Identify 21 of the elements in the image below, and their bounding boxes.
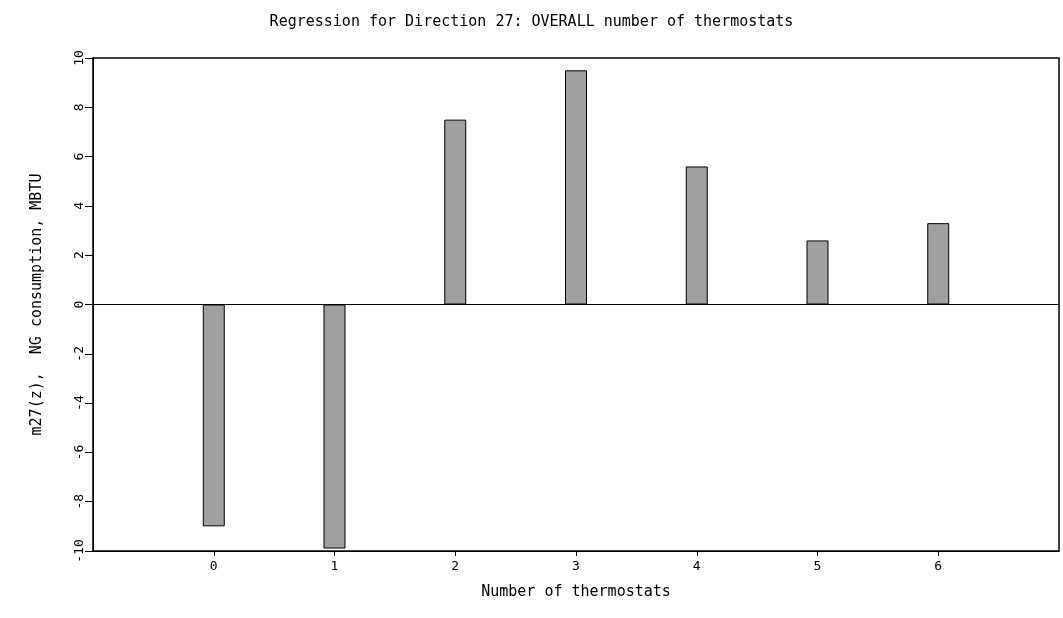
x-axis-title: Number of thermostats xyxy=(481,581,671,600)
x-tick-label: 3 xyxy=(572,558,580,573)
y-tick-label: 4 xyxy=(71,201,86,210)
x-tick-label: 0 xyxy=(209,558,218,573)
y-tick-label: -2 xyxy=(71,345,86,362)
y-tick-label: 8 xyxy=(71,103,86,112)
y-tick-label: -10 xyxy=(71,539,86,563)
chart-title: Regression for Direction 27: OVERALL number of thermostats xyxy=(269,11,794,30)
x-tick-label: 1 xyxy=(330,558,339,573)
y-tick-label: 10 xyxy=(71,50,86,66)
x-tick-label: 6 xyxy=(934,558,943,573)
y-tick-label: -6 xyxy=(71,444,86,461)
y-tick-label: 2 xyxy=(71,251,86,260)
y-tick-label: -8 xyxy=(71,493,86,510)
x-tick-label: 4 xyxy=(692,558,701,573)
x-tick-label: 5 xyxy=(813,558,822,573)
x-tick-label: 2 xyxy=(451,558,460,573)
y-axis-title: m27(z), NG consumption, MBTU xyxy=(26,173,45,436)
y-tick-label: -4 xyxy=(71,395,86,411)
y-tick-label: 6 xyxy=(71,152,86,161)
y-tick-label: 0 xyxy=(71,300,86,309)
